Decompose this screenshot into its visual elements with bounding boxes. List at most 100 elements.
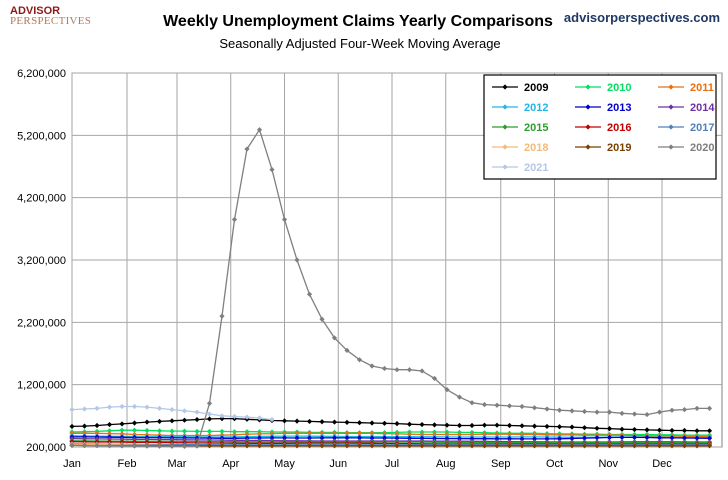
data-point: [406, 443, 413, 449]
data-point: [356, 435, 363, 441]
data-point: [69, 423, 75, 430]
legend-swatch-marker: [668, 84, 674, 90]
data-point: [619, 434, 625, 441]
data-point: [269, 443, 275, 449]
x-axis-ticks: Jan Feb Mar Apr May Jun Jul Aug Sep Oct Nov Dec: [63, 458, 672, 470]
legend-swatch-marker: [585, 144, 591, 150]
data-point: [406, 435, 413, 441]
data-point: [119, 403, 125, 410]
logo-line1: ADVISOR: [10, 5, 60, 17]
data-point: [631, 434, 638, 441]
data-point: [131, 403, 138, 410]
legend-item-2018: 2018: [492, 142, 548, 154]
data-point: [269, 435, 275, 441]
data-point: [581, 443, 588, 449]
legend-label: 2009: [524, 82, 548, 94]
data-point: [419, 421, 425, 428]
data-point: [181, 443, 188, 449]
data-point: [481, 422, 488, 428]
data-point: [231, 413, 238, 420]
data-point: [644, 411, 650, 418]
data-point: [181, 428, 188, 434]
legend-swatch-marker: [585, 124, 591, 130]
legend-label: 2019: [607, 142, 631, 154]
data-point: [319, 430, 325, 436]
data-point: [456, 422, 463, 429]
data-point: [69, 442, 75, 449]
data-point: [681, 443, 688, 449]
data-point: [481, 443, 488, 449]
data-point: [281, 435, 288, 441]
y-tick-label: 3,200,000: [17, 255, 66, 267]
data-point: [594, 443, 600, 449]
data-point: [269, 430, 275, 437]
legend-item-2011: 2011: [658, 82, 714, 94]
data-point: [194, 443, 200, 449]
data-point: [181, 417, 188, 423]
data-point: [519, 403, 525, 410]
data-point: [219, 416, 225, 422]
data-point: [394, 421, 400, 427]
data-point: [469, 422, 475, 429]
data-point: [206, 416, 213, 422]
data-point: [419, 443, 425, 449]
data-point: [81, 406, 88, 412]
data-point: [569, 435, 575, 442]
data-point: [169, 407, 175, 413]
series-line-2011: [72, 432, 710, 438]
x-tick-label: Aug: [436, 458, 456, 470]
legend-label: 2020: [690, 142, 714, 154]
data-point: [694, 443, 700, 449]
data-point: [281, 418, 288, 424]
data-point: [356, 443, 363, 449]
data-point: [431, 443, 438, 449]
data-point: [244, 146, 250, 152]
data-point: [219, 443, 225, 449]
data-point: [569, 443, 575, 449]
data-point: [206, 443, 213, 449]
data-point: [344, 435, 350, 441]
legend-label: 2017: [690, 122, 714, 134]
data-point: [656, 409, 663, 415]
data-point: [331, 443, 338, 449]
data-point: [344, 443, 350, 449]
data-point: [544, 423, 550, 430]
data-point: [231, 429, 238, 435]
data-point: [506, 422, 513, 429]
legend-label: 2013: [607, 102, 631, 114]
data-point: [119, 443, 125, 449]
legend-item-2016: 2016: [575, 122, 631, 134]
data-point: [331, 335, 338, 341]
x-tick-label: Jul: [385, 458, 399, 470]
data-point: [356, 357, 363, 363]
data-point: [119, 427, 125, 433]
legend-label: 2021: [524, 162, 548, 174]
data-point: [219, 413, 225, 419]
data-point: [306, 418, 313, 425]
data-point: [606, 443, 613, 449]
data-point: [556, 443, 563, 449]
data-point: [594, 425, 600, 431]
x-tick-label: May: [274, 458, 295, 470]
data-point: [294, 418, 300, 424]
data-point: [544, 436, 550, 442]
data-point: [631, 443, 638, 449]
data-point: [94, 443, 100, 449]
data-point: [344, 430, 350, 436]
data-point: [394, 367, 400, 373]
data-point: [444, 387, 450, 393]
data-point: [194, 428, 200, 435]
data-point: [119, 421, 125, 427]
data-point: [531, 405, 538, 411]
data-point: [519, 423, 525, 429]
series-line-2016: [71, 441, 710, 445]
data-point: [431, 375, 438, 382]
data-point: [181, 408, 188, 414]
x-tick-label: Jun: [329, 458, 347, 470]
legend-swatch-marker: [502, 164, 508, 170]
legend-item-2013: 2013: [575, 102, 631, 114]
legend-swatch-marker: [502, 144, 508, 150]
data-point: [269, 416, 275, 423]
data-point: [156, 428, 163, 434]
